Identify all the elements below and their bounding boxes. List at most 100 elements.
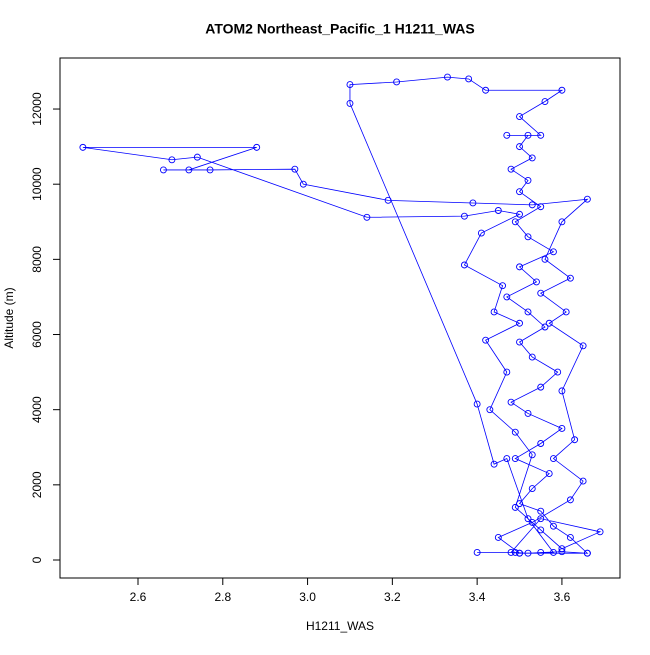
point xyxy=(528,518,536,526)
point xyxy=(558,548,566,556)
point xyxy=(168,156,176,164)
point xyxy=(566,534,574,541)
point xyxy=(516,338,523,346)
point xyxy=(503,455,511,462)
point xyxy=(482,86,490,94)
point xyxy=(549,549,557,556)
point xyxy=(516,143,523,151)
point xyxy=(516,188,523,196)
point xyxy=(524,308,532,316)
point xyxy=(545,470,553,478)
point xyxy=(473,549,481,556)
point xyxy=(516,113,523,121)
point xyxy=(503,131,511,139)
point xyxy=(558,218,566,226)
point xyxy=(558,387,566,395)
point xyxy=(554,368,562,376)
point xyxy=(465,75,473,83)
chart-title: ATOM2 Northeast_Pacific_1 H1211_WAS xyxy=(205,21,475,37)
point xyxy=(579,342,587,350)
point xyxy=(583,549,591,557)
point xyxy=(528,485,536,493)
point xyxy=(490,308,498,316)
point xyxy=(541,323,549,331)
point xyxy=(206,166,214,174)
point xyxy=(541,255,549,263)
point xyxy=(524,549,532,557)
point xyxy=(473,400,481,408)
point xyxy=(549,248,557,256)
point xyxy=(558,545,566,553)
point xyxy=(537,203,545,211)
point xyxy=(193,153,201,161)
point xyxy=(346,99,354,107)
point xyxy=(537,507,545,515)
point xyxy=(583,195,591,203)
point xyxy=(499,282,507,290)
point xyxy=(516,319,523,327)
point xyxy=(533,278,540,286)
y-tick-label: 0 xyxy=(30,556,44,563)
point xyxy=(579,477,587,485)
point xyxy=(346,81,354,89)
point xyxy=(511,455,519,462)
x-tick-label: 3.0 xyxy=(299,590,316,604)
y-tick-label: 2000 xyxy=(30,471,44,498)
point xyxy=(477,229,485,237)
point xyxy=(537,383,545,391)
point xyxy=(541,98,549,105)
point xyxy=(444,73,451,81)
point xyxy=(185,166,193,174)
point xyxy=(507,165,515,173)
point xyxy=(524,176,532,184)
point xyxy=(524,515,532,523)
point xyxy=(558,86,566,94)
point xyxy=(384,196,392,204)
point xyxy=(507,398,515,406)
y-tick-label: 4000 xyxy=(30,396,44,423)
point xyxy=(537,515,545,523)
point xyxy=(511,503,519,511)
point xyxy=(537,526,545,534)
point xyxy=(545,319,553,327)
point xyxy=(494,207,502,214)
point xyxy=(460,261,468,269)
point xyxy=(507,549,515,556)
x-tick-label: 2.6 xyxy=(130,590,147,604)
point xyxy=(516,549,523,557)
point xyxy=(482,336,490,344)
point xyxy=(503,293,511,301)
point xyxy=(503,368,511,376)
point xyxy=(291,165,299,173)
point xyxy=(528,451,536,459)
point xyxy=(253,143,261,151)
point xyxy=(486,406,494,414)
point xyxy=(511,218,519,226)
point xyxy=(299,180,307,188)
plot-frame xyxy=(59,57,621,579)
point xyxy=(528,353,536,361)
point xyxy=(79,143,87,151)
point xyxy=(516,263,523,271)
x-tick-label: 3.2 xyxy=(384,590,401,604)
x-tick-label: 3.4 xyxy=(469,590,486,604)
y-axis-label: Altitude (m) xyxy=(2,287,16,348)
y-tick-label: 12000 xyxy=(30,92,44,126)
point xyxy=(549,522,557,530)
point xyxy=(566,274,574,282)
point xyxy=(549,455,557,462)
y-tick-label: 10000 xyxy=(30,167,44,201)
point xyxy=(571,436,579,444)
point xyxy=(528,201,536,209)
point xyxy=(516,500,523,508)
point xyxy=(524,233,532,241)
point xyxy=(511,428,519,436)
point xyxy=(558,425,566,432)
point xyxy=(516,210,523,218)
y-tick-label: 6000 xyxy=(30,321,44,348)
point xyxy=(537,440,545,447)
point xyxy=(159,166,167,174)
point xyxy=(524,131,532,139)
